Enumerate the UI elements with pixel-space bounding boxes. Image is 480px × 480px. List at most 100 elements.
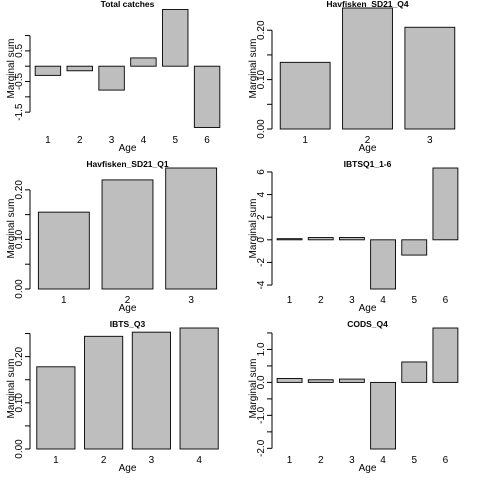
x-axis-label: Age xyxy=(119,143,137,154)
x-tick-label: 5 xyxy=(411,455,417,466)
bar-4 xyxy=(130,57,157,67)
y-axis-label: Marginal sum xyxy=(248,198,259,258)
x-tick-label: 3 xyxy=(427,135,433,146)
x-tick-label: 3 xyxy=(109,135,115,146)
bar-4 xyxy=(179,327,219,450)
bar-2 xyxy=(66,65,93,72)
y-axis-label: Marginal sum xyxy=(248,358,259,418)
bar-1 xyxy=(276,238,303,241)
x-tick-label: 5 xyxy=(172,135,178,146)
x-tick-label: 4 xyxy=(196,455,202,466)
y-tick-label: 0.10 xyxy=(14,393,25,413)
bar-5 xyxy=(401,239,428,256)
y-tick-label: -1.0 xyxy=(256,406,267,424)
y-axis-label: Marginal sum xyxy=(248,38,259,98)
chart-title: IBTS_Q3 xyxy=(110,319,146,329)
x-axis-label: Age xyxy=(119,463,137,474)
y-tick-label: 0.5 xyxy=(14,44,25,58)
x-tick-label: 1 xyxy=(61,295,67,306)
x-tick-label: 2 xyxy=(318,295,324,306)
bar-3 xyxy=(165,167,218,290)
x-tick-label: 2 xyxy=(77,135,83,146)
chart-title: Havfisken_SD21_Q1 xyxy=(86,159,168,169)
y-tick-label: 0.00 xyxy=(256,119,267,139)
bar-6 xyxy=(193,65,221,128)
y-axis-label: Marginal sum xyxy=(6,198,17,258)
x-axis-label: Age xyxy=(359,463,377,474)
x-axis-label: Age xyxy=(359,303,377,314)
chart-title: IBTSQ1_1-6 xyxy=(344,159,392,169)
y-tick-label: 0.10 xyxy=(14,229,25,249)
chart-panel-5: 0.00 0.10 0.20 1 2 3 4 IBTS_Q3 Age Marginal sum xyxy=(6,319,219,474)
y-tick-label: 0.20 xyxy=(256,20,267,40)
bar-6 xyxy=(432,167,459,241)
bar-2 xyxy=(84,335,124,450)
y-tick-label: -0.5 xyxy=(14,72,25,90)
y-tick-label: 0.10 xyxy=(256,69,267,89)
chart-panel-4: -4 -2 0 2 4 6 1 2 3 4 5 6 IBTSQ1_1-6 Age Marginal sum xyxy=(248,159,459,314)
bar-1 xyxy=(37,211,90,290)
y-tick-label: -2 xyxy=(256,258,267,267)
bar-2 xyxy=(342,7,393,130)
x-tick-label: 1 xyxy=(302,135,308,146)
bar-3 xyxy=(339,378,365,383)
bar-2 xyxy=(307,237,334,241)
chart-title: Havfisken_SD21_Q4 xyxy=(326,0,408,9)
bar-2 xyxy=(307,379,334,383)
x-tick-label: 2 xyxy=(125,295,131,306)
bar-1 xyxy=(34,65,62,76)
y-tick-label: 0 xyxy=(256,237,267,243)
y-tick-label: -2.0 xyxy=(256,439,267,457)
x-tick-label: 1 xyxy=(45,135,51,146)
bar-4 xyxy=(370,239,396,290)
y-tick-label: 6 xyxy=(256,169,267,175)
x-tick-label: 6 xyxy=(443,455,449,466)
y-tick-label: 0.00 xyxy=(14,439,25,459)
x-tick-label: 6 xyxy=(443,295,449,306)
x-tick-label: 3 xyxy=(149,455,155,466)
bar-3 xyxy=(131,331,171,450)
x-tick-label: 3 xyxy=(349,455,355,466)
bar-1 xyxy=(279,61,331,130)
chart-title: CODS_Q4 xyxy=(347,319,388,329)
bar-1 xyxy=(276,377,303,383)
y-tick-label: 4 xyxy=(256,191,267,197)
y-tick-label: 0.0 xyxy=(256,375,267,389)
x-tick-label: 4 xyxy=(141,135,147,146)
y-tick-label: 0.20 xyxy=(14,180,25,200)
x-tick-label: 4 xyxy=(380,295,386,306)
bar-3 xyxy=(339,237,365,241)
bar-6 xyxy=(432,327,459,383)
chart-panel-6: -2.0 -1.0 0.0 1.0 1 2 3 4 5 6 CODS_Q4 Age Marginal s… xyxy=(248,319,459,474)
bar-4 xyxy=(370,381,396,450)
x-axis-label: Age xyxy=(119,303,137,314)
x-tick-label: 2 xyxy=(318,455,324,466)
bar-3 xyxy=(98,65,125,91)
chart-title: Total catches xyxy=(101,0,155,9)
x-tick-label: 3 xyxy=(188,295,194,306)
bar-2 xyxy=(101,179,154,290)
x-tick-label: 1 xyxy=(53,455,59,466)
y-axis-label: Marginal sum xyxy=(6,358,17,418)
y-tick-label: 0.00 xyxy=(14,279,25,299)
chart-panel-3: 0.00 0.10 0.20 1 2 3 Havfisken_SD21_Q1 Age Margi… xyxy=(6,159,218,314)
bar-3 xyxy=(404,26,456,130)
y-tick-label: -4 xyxy=(256,280,267,289)
x-tick-label: 4 xyxy=(380,455,386,466)
x-tick-label: 2 xyxy=(365,135,371,146)
bar-1 xyxy=(36,366,76,450)
y-tick-label: 0.20 xyxy=(14,346,25,366)
x-tick-label: 1 xyxy=(287,455,293,466)
bar-5 xyxy=(162,9,189,67)
x-tick-label: 2 xyxy=(101,455,107,466)
bar-5 xyxy=(401,361,428,383)
x-tick-label: 1 xyxy=(287,295,293,306)
y-axis-label: Marginal sum xyxy=(6,38,17,98)
y-tick-label: 1.0 xyxy=(256,342,267,356)
chart-panel-2: 0.00 0.10 0.20 1 2 3 Havfisken_SD21_Q4 Age Margi… xyxy=(248,0,456,154)
x-tick-label: 5 xyxy=(411,295,417,306)
x-axis-label: Age xyxy=(359,143,377,154)
chart-panel-1: -1.5 -0.5 0.5 1 2 3 4 5 6 Total catches Age Margina… xyxy=(6,0,221,154)
x-tick-label: 6 xyxy=(204,135,210,146)
